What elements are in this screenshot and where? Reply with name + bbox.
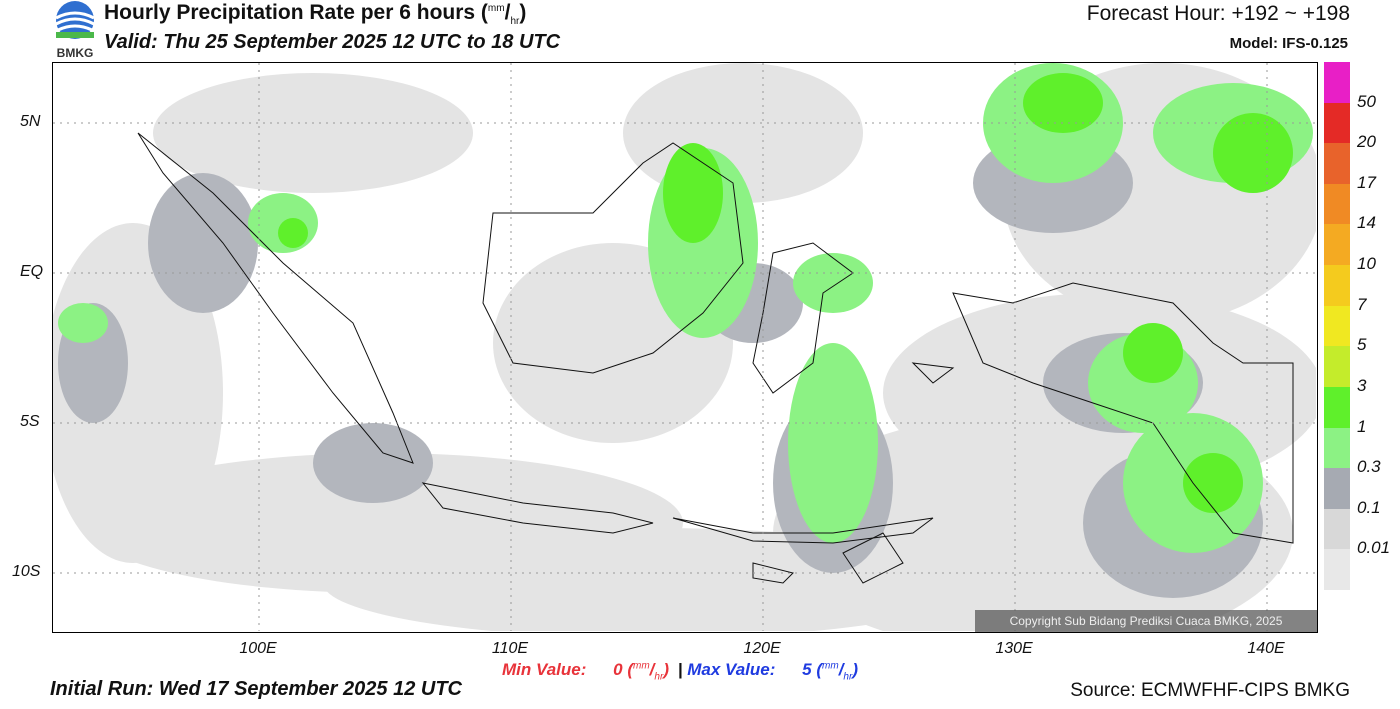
colorbar-label: 20 — [1357, 132, 1376, 152]
valid-period: Valid: Thu 25 September 2025 12 UTC to 1… — [104, 31, 561, 53]
lon-label-130e: 130E — [995, 640, 1033, 657]
colorbar-label: 17 — [1357, 172, 1376, 192]
colorbar-label: 5 — [1357, 335, 1367, 355]
lon-label-140e: 140E — [1247, 640, 1285, 657]
colorbar-label: 3 — [1357, 375, 1367, 395]
bmkg-logo: BMKG — [55, 1, 95, 60]
lat-label-10s: 10S — [12, 563, 41, 580]
heavy-precip-areas — [278, 73, 1293, 513]
lon-label-100e: 100E — [239, 640, 277, 657]
colorbar-label: 50 — [1357, 91, 1376, 111]
lon-label-110e: 110E — [491, 640, 529, 657]
lat-label-5s: 5S — [20, 413, 40, 430]
graticule — [53, 63, 1316, 631]
colorbar-label: 0.01 — [1357, 538, 1391, 558]
colorbar-label: 0.1 — [1357, 497, 1381, 517]
colorbar-segment — [1324, 549, 1350, 591]
colorbar-label: 14 — [1357, 213, 1376, 233]
colorbar-segment — [1324, 183, 1350, 225]
colorbar — [1324, 62, 1350, 591]
colorbar-label: 1 — [1357, 416, 1367, 436]
colorbar-segment — [1324, 346, 1350, 388]
copyright-notice: Copyright Sub Bidang Prediksi Cuaca BMKG… — [975, 610, 1317, 632]
forecast-hour: Forecast Hour: +192 ~ +198 — [1086, 2, 1350, 25]
lon-label-120e: 120E — [743, 640, 781, 657]
svg-text:BMKG: BMKG — [57, 46, 94, 60]
min-label: Min Value: — [502, 660, 587, 679]
lat-label-5n: 5N — [20, 113, 41, 130]
colorbar-segment — [1324, 224, 1350, 266]
map-title: Hourly Precipitation Rate per 6 hours (m… — [104, 1, 527, 28]
min-value: 0 — [613, 660, 623, 679]
coastline-outlines — [137, 132, 1294, 584]
max-value: 5 — [802, 660, 812, 679]
max-label: Max Value: — [687, 660, 776, 679]
colorbar-label: 7 — [1357, 294, 1367, 314]
min-max-stats: Min Value: 0 (mm/hr) | Max Value: 5 (mm/… — [502, 660, 858, 683]
colorbar-segment — [1324, 427, 1350, 469]
colorbar-segment — [1324, 143, 1350, 185]
colorbar-segment — [1324, 468, 1350, 510]
colorbar-segment — [1324, 265, 1350, 307]
initial-run: Initial Run: Wed 17 September 2025 12 UT… — [50, 678, 462, 700]
source-label: Source: ECMWFHF-CIPS BMKG — [1070, 680, 1350, 701]
colorbar-label: 0.3 — [1357, 457, 1381, 477]
model-label: Model: IFS-0.125 — [1229, 35, 1348, 52]
lat-label-eq: EQ — [20, 263, 44, 280]
colorbar-segment — [1324, 386, 1350, 429]
colorbar-segment — [1324, 62, 1350, 104]
colorbar-segment — [1324, 305, 1350, 347]
colorbar-label: 10 — [1357, 254, 1376, 274]
map-canvas — [43, 63, 1323, 653]
colorbar-segment — [1324, 102, 1350, 144]
precipitation-map: Copyright Sub Bidang Prediksi Cuaca BMKG… — [43, 62, 1323, 653]
colorbar-segment — [1324, 508, 1350, 550]
